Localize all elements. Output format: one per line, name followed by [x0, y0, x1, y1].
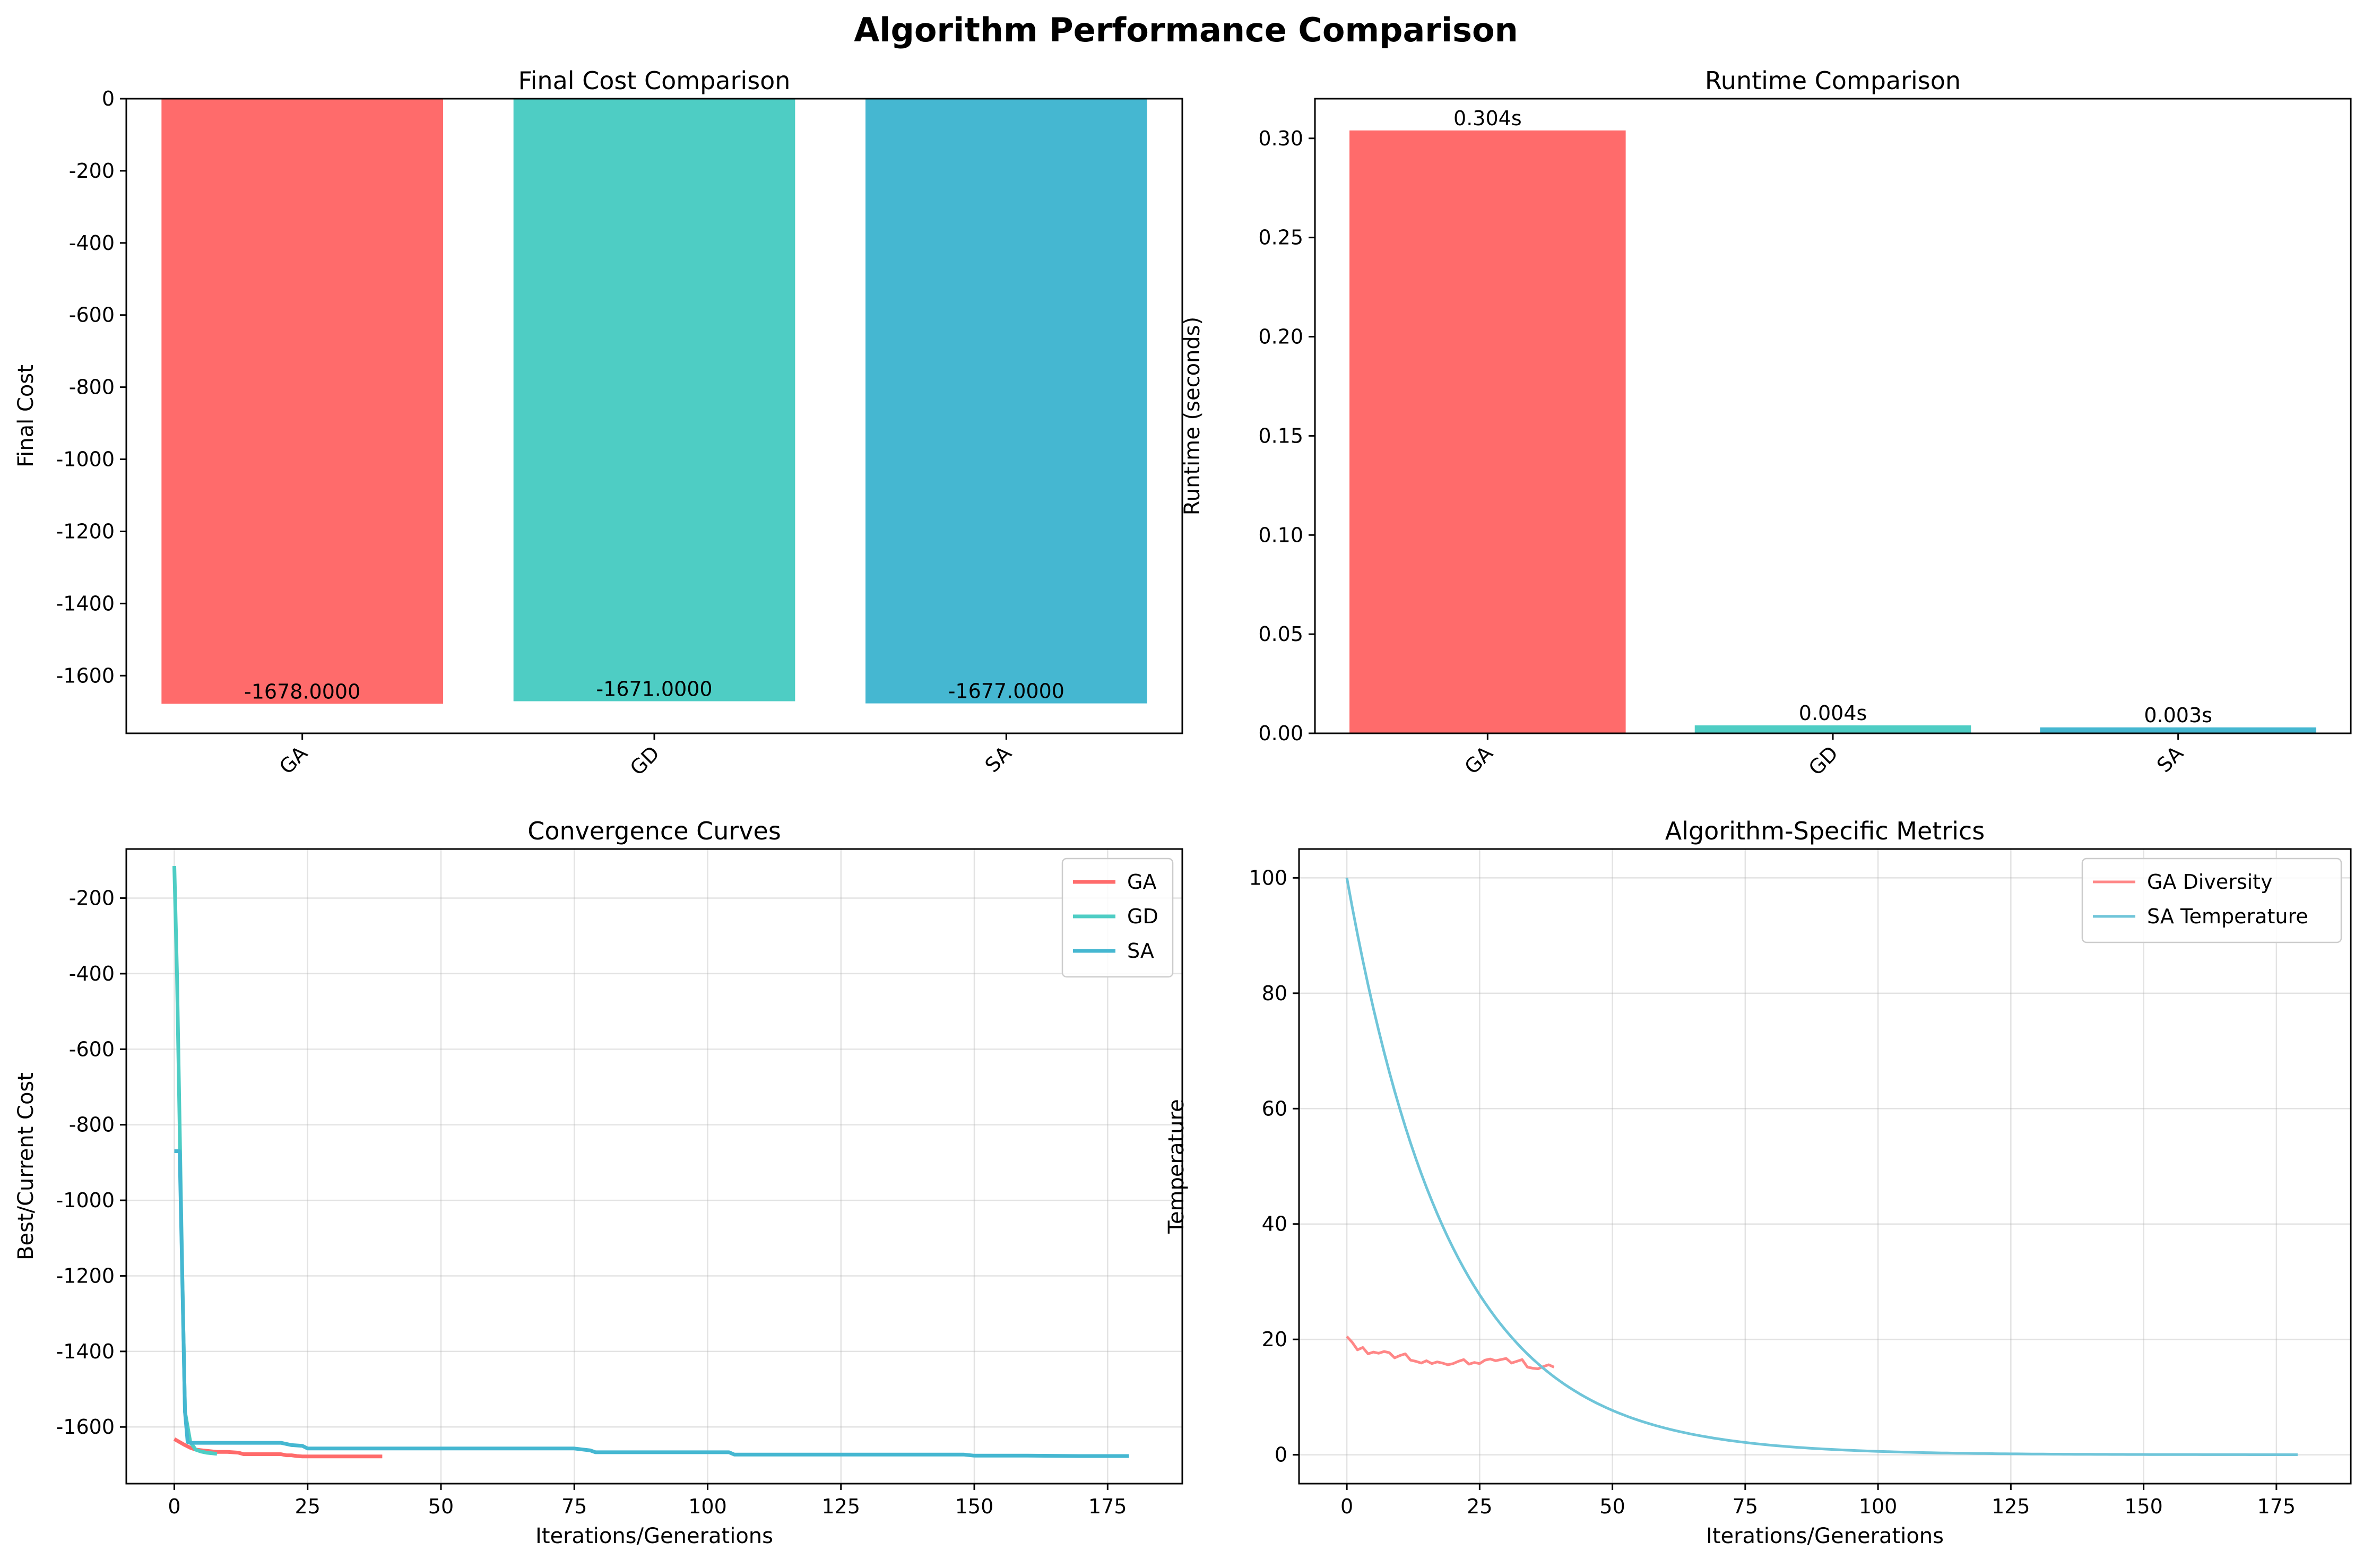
x-axis-label: Iterations/Generations	[535, 1524, 773, 1548]
x-tick-label: 100	[688, 1495, 727, 1518]
y-tick-label: 0.25	[1258, 226, 1303, 249]
y-tick-label: -400	[69, 231, 115, 255]
y-tick-label: 0	[102, 87, 115, 110]
plot-frame	[125, 848, 1183, 1485]
legend-box	[1061, 857, 1174, 978]
plot-frame	[1298, 848, 2352, 1485]
x-tick-label: 50	[1599, 1495, 1625, 1518]
y-axis-label: Best/Current Cost	[14, 1072, 38, 1260]
legend-box	[2081, 857, 2342, 943]
y-tick-label: 60	[1262, 1097, 1287, 1120]
series-line-sa-temperature	[1345, 877, 2298, 1456]
y-tick-label: 0.15	[1258, 424, 1303, 447]
y-tick-label: -1000	[56, 448, 115, 471]
chart-title: Runtime Comparison	[1705, 66, 1961, 95]
x-tick-label: 75	[561, 1495, 587, 1518]
runtime-chart: 0.304sGA0.004sGD0.003sSA0.000.050.100.15…	[1180, 66, 2352, 780]
y-tick-label: 100	[1249, 866, 1287, 889]
legend-label-sa: SA	[1127, 939, 1154, 963]
plot-frame	[1314, 98, 2352, 734]
y-tick-label: -200	[69, 887, 115, 910]
legend: GA Diversity SA Temperature	[2081, 857, 2342, 943]
bar-sa	[2040, 727, 2316, 733]
series-line-sa	[174, 1149, 1129, 1458]
y-tick-label: 0.20	[1258, 325, 1303, 349]
y-tick-label: -1400	[56, 1340, 115, 1363]
bar-gd	[1694, 725, 1971, 733]
legend-label-sa-temperature: SA Temperature	[2147, 905, 2308, 928]
x-tick-label: 150	[2124, 1495, 2163, 1518]
y-tick-label: 0.30	[1258, 127, 1303, 150]
x-tick-label: 125	[1992, 1495, 2030, 1518]
data-label-ga: -1678.0000	[244, 680, 360, 703]
y-tick-label: 20	[1262, 1328, 1287, 1351]
bar-ga	[1349, 130, 1626, 733]
legend-label-ga-diversity: GA Diversity	[2147, 870, 2273, 894]
data-label-ga: 0.304s	[1453, 107, 1522, 130]
y-tick-label: 0.05	[1258, 622, 1303, 646]
bar-ga	[161, 99, 443, 704]
plot-frame	[125, 98, 1183, 734]
x-tick-label: 75	[1733, 1495, 1758, 1518]
bar-gd	[513, 99, 795, 701]
series-line-ga-diversity	[1346, 1336, 1555, 1371]
y-tick-label: 0	[1275, 1443, 1287, 1467]
y-tick-label: -800	[69, 1113, 115, 1137]
y-tick-label: -1600	[56, 664, 115, 687]
y-tick-label: -1000	[56, 1189, 115, 1212]
algorithm-metrics-chart: 0 25 50 75 100 125 150 175 0 20 40 60 80 100 GA Divers…	[1164, 817, 2352, 1548]
y-tick-label: -400	[69, 962, 115, 985]
y-tick-label: 80	[1262, 982, 1287, 1005]
figure-title: Algorithm Performance Comparison	[854, 11, 1518, 49]
y-tick-label: -800	[69, 376, 115, 399]
final-cost-chart: -1678.0000GA-1671.0000GD-1677.0000SA0-20…	[14, 66, 1183, 780]
bar-sa	[865, 99, 1147, 704]
chart-title: Convergence Curves	[527, 817, 781, 845]
y-tick-label: -200	[69, 159, 115, 183]
legend-label-gd: GD	[1127, 905, 1158, 928]
data-label-gd: -1671.0000	[596, 678, 712, 701]
y-tick-label: -1400	[56, 592, 115, 615]
x-tick-label: 25	[1467, 1495, 1492, 1518]
legend: GA GD SA	[1061, 857, 1174, 978]
y-tick-label: 0.10	[1258, 523, 1303, 547]
y-axis-label: Temperature	[1164, 1099, 1189, 1234]
y-tick-label: -1200	[56, 1264, 115, 1287]
y-tick-label: 0.00	[1258, 722, 1303, 745]
y-tick-label: -600	[69, 1037, 115, 1061]
data-label-sa: 0.003s	[2144, 704, 2212, 727]
x-tick-label: 50	[428, 1495, 454, 1518]
x-tick-label: 0	[1340, 1495, 1353, 1518]
y-tick-label: -1600	[56, 1415, 115, 1439]
data-label-sa: -1677.0000	[948, 680, 1064, 703]
y-tick-label: 40	[1262, 1212, 1287, 1236]
data-label-gd: 0.004s	[1799, 701, 1867, 725]
y-tick-label: -600	[69, 304, 115, 327]
y-axis-label: Final Cost	[14, 365, 38, 467]
x-tick-label: 125	[822, 1495, 861, 1518]
legend-label-ga: GA	[1127, 870, 1156, 894]
x-tick-label: 0	[168, 1495, 180, 1518]
chart-title: Final Cost Comparison	[518, 66, 791, 95]
x-tick-label: 150	[955, 1495, 994, 1518]
y-tick-label: -1200	[56, 519, 115, 543]
y-axis-label: Runtime (seconds)	[1180, 317, 1205, 516]
x-axis-label: Iterations/Generations	[1706, 1524, 1944, 1548]
x-tick-label: 100	[1859, 1495, 1898, 1518]
convergence-chart: 0 25 50 75 100 125 150 175 -200 -400 -600 -800 -1000…	[14, 817, 1183, 1548]
x-tick-label: 175	[1088, 1495, 1127, 1518]
x-tick-label: 175	[2257, 1495, 2296, 1518]
x-tick-label: 25	[295, 1495, 321, 1518]
chart-title: Algorithm-Specific Metrics	[1665, 817, 1985, 845]
